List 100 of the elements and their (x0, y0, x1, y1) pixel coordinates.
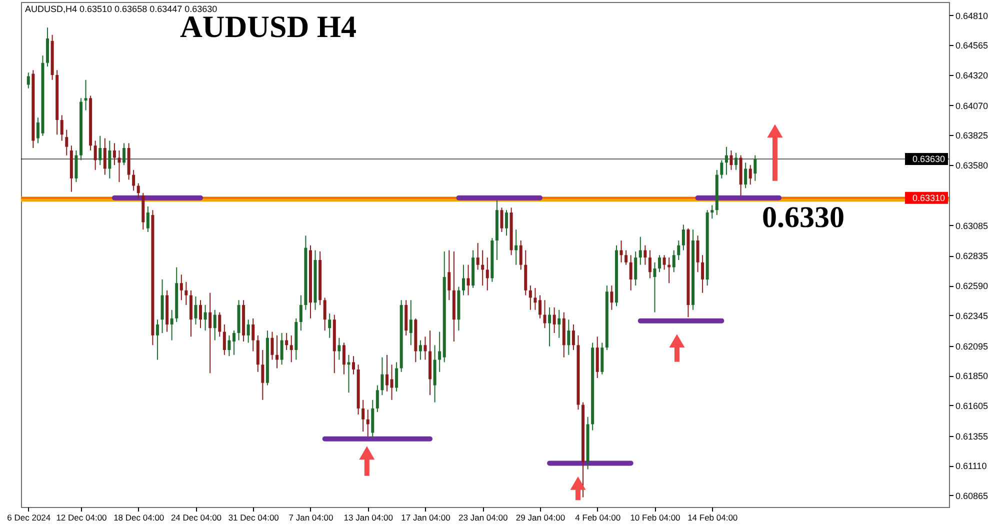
y-tick-label: 0.60865 (956, 490, 988, 501)
candlestick (170, 309, 174, 341)
candlestick (519, 240, 522, 270)
candlestick (462, 264, 465, 296)
candlestick (610, 285, 614, 310)
y-tick-label: 0.62835 (956, 251, 988, 262)
candlestick (376, 384, 379, 413)
candlestick (696, 235, 700, 273)
candlestick (543, 300, 546, 329)
candlestick (638, 236, 642, 266)
candlestick (677, 240, 680, 260)
candlestick (662, 254, 666, 270)
candlestick (228, 334, 231, 357)
y-tick-label: 0.62095 (956, 341, 988, 352)
candlestick (438, 331, 442, 372)
y-tick-label: 0.61850 (956, 371, 988, 382)
candlestick (648, 250, 652, 279)
candlestick (65, 129, 68, 156)
candlestick (352, 356, 356, 375)
candlestick (624, 250, 628, 266)
candlestick (730, 150, 733, 170)
candlestick (204, 304, 207, 332)
candlestick (84, 79, 88, 111)
x-tick-label: 29 Jan 04:00 (516, 512, 566, 522)
candlestick (60, 114, 64, 142)
candlestick (558, 309, 561, 338)
candlestick (724, 146, 728, 176)
candlestick (620, 240, 623, 263)
candlestick (112, 142, 116, 166)
candlestick (338, 337, 341, 360)
candlestick (572, 324, 575, 351)
candlestick (180, 274, 183, 301)
candlestick (528, 285, 532, 310)
candlestick (199, 300, 202, 329)
candlestick (299, 294, 302, 332)
annotation: AUDUSD,H4 0.63510 0.63658 0.63447 0.63630 (25, 4, 218, 14)
candlestick (156, 319, 159, 360)
candlestick (629, 254, 632, 291)
candlestick (538, 294, 542, 319)
candlestick (500, 207, 504, 232)
candlestick (385, 354, 388, 392)
x-tick-label: 10 Feb 04:00 (630, 512, 681, 522)
candlestick (418, 340, 422, 360)
y-tick-label: 0.64070 (956, 100, 988, 111)
candlestick (380, 356, 384, 396)
candlestick (246, 319, 250, 344)
x-tick-label: 7 Jan 04:00 (288, 512, 334, 522)
candlestick (213, 309, 216, 341)
candlestick (682, 224, 685, 251)
candlestick (658, 254, 662, 273)
candlestick (218, 312, 222, 338)
ref-line-label: 0.6330 (762, 201, 844, 234)
candlestick (184, 281, 188, 306)
candlestick (194, 296, 198, 325)
candlestick (720, 160, 724, 179)
y-tick-label: 0.63085 (956, 220, 988, 231)
y-tick-label: 0.61605 (956, 400, 988, 411)
candlestick (261, 350, 264, 400)
y-tick-label: 0.64810 (956, 10, 988, 21)
candlestick (395, 362, 398, 392)
candlestick (672, 250, 676, 273)
candlestick (486, 257, 489, 291)
candlestick (285, 332, 288, 351)
candlestick (132, 169, 136, 192)
candlestick (342, 342, 346, 375)
y-tick-label: 0.64565 (956, 40, 988, 51)
candlestick (514, 229, 518, 266)
candlestick (146, 206, 150, 232)
candlestick (448, 250, 451, 301)
candlestick (328, 313, 332, 338)
candlestick (548, 306, 552, 347)
candlestick (362, 399, 365, 432)
candlestick (26, 72, 30, 89)
candlestick (505, 210, 508, 236)
y-tick-label: 0.61355 (956, 431, 988, 442)
ref-line-label: 0.63310 (912, 192, 945, 203)
candlestick (567, 319, 570, 356)
candlestick (222, 324, 226, 356)
candlestick (409, 300, 412, 346)
y-tick-label: 0.62590 (956, 281, 988, 292)
candlestick (424, 336, 427, 360)
y-tick-label: 0.64320 (956, 70, 988, 81)
candlestick (94, 140, 97, 170)
candlestick (748, 164, 752, 186)
candlestick (74, 150, 78, 183)
candlestick (98, 135, 102, 166)
candlestick (653, 262, 656, 313)
x-tick-label: 4 Feb 04:00 (575, 512, 621, 522)
x-tick-label: 6 Dec 2024 (7, 512, 51, 522)
candlestick (390, 364, 394, 400)
candlestick (122, 142, 126, 166)
candlestick (366, 409, 370, 437)
candlestick (276, 334, 279, 369)
candlestick (634, 250, 638, 286)
candlestick (118, 150, 121, 183)
candlestick (290, 334, 293, 363)
x-tick-label: 24 Dec 04:00 (170, 512, 222, 522)
candlestick (208, 292, 212, 374)
candlestick (270, 331, 274, 360)
candlestick (136, 182, 140, 198)
